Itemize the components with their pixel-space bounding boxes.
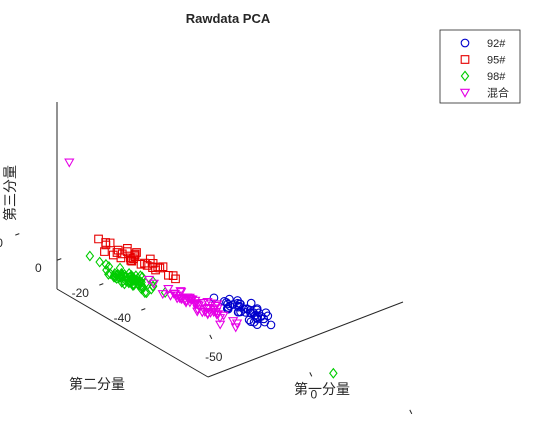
- legend-label: 混合: [487, 86, 509, 100]
- data-point: [109, 269, 119, 281]
- data-point: [164, 270, 173, 280]
- data-point: [116, 253, 126, 263]
- y-tick-mark: [99, 283, 104, 286]
- series-group-0: [209, 293, 276, 330]
- data-point: [127, 256, 137, 266]
- y-axis-line: [56, 288, 209, 378]
- data-point: [231, 319, 243, 329]
- legend-label: 95#: [487, 55, 506, 67]
- data-point: [112, 248, 122, 257]
- data-point: [192, 300, 203, 310]
- x-tick-label: -50: [205, 350, 223, 364]
- chart-title: Rawdata PCA: [186, 11, 271, 26]
- series-group-2: [85, 250, 338, 379]
- y-tick-label: -40: [114, 311, 132, 325]
- data-point: [94, 234, 103, 244]
- data-point: [168, 289, 179, 299]
- data-point: [145, 254, 155, 264]
- data-point: [252, 313, 262, 323]
- data-point: [125, 274, 135, 286]
- data-point: [64, 158, 75, 168]
- axes: [56, 102, 404, 378]
- data-point: [163, 285, 174, 295]
- data-point: [100, 247, 109, 256]
- y-tick-label: 20: [0, 236, 3, 250]
- y-tick-mark: [57, 258, 62, 261]
- data-point: [85, 250, 95, 262]
- data-point: [176, 288, 187, 298]
- data-point: [95, 256, 104, 268]
- data-point: [181, 296, 192, 306]
- data-point: [117, 276, 127, 288]
- data-point: [120, 278, 129, 290]
- legend-marker: [460, 55, 470, 64]
- data-point: [223, 303, 233, 312]
- data-point: [136, 259, 146, 269]
- data-point: [214, 314, 226, 324]
- data-point: [329, 367, 338, 379]
- data-point: [223, 299, 233, 309]
- y-tick-label: -20: [72, 286, 90, 300]
- y-tick-mark: [15, 233, 20, 236]
- data-point: [101, 238, 110, 247]
- x-axis-line: [207, 301, 404, 378]
- data-point: [227, 317, 239, 327]
- legend-marker: [459, 88, 471, 98]
- data-point: [106, 268, 115, 280]
- data-point: [218, 311, 229, 321]
- z-axis-label: 第三分量: [2, 165, 19, 221]
- data-point: [179, 296, 190, 306]
- data-point: [126, 253, 135, 263]
- data-point: [189, 299, 201, 309]
- legend-label: 98#: [487, 71, 506, 83]
- legend-label: 92#: [487, 38, 506, 50]
- data-point: [171, 274, 180, 284]
- markers-group: [64, 158, 338, 379]
- data-point: [242, 304, 251, 314]
- data-point: [260, 317, 270, 327]
- data-point: [208, 308, 219, 318]
- data-point: [182, 293, 193, 303]
- legend-items: 92# 95# 98# 混合: [459, 38, 509, 100]
- data-point: [233, 296, 242, 305]
- x-tick-mark: [409, 409, 413, 415]
- data-point: [114, 272, 124, 284]
- x-tick-label: 0: [310, 387, 317, 401]
- data-point: [137, 279, 146, 291]
- y-tick-mark: [141, 308, 146, 311]
- legend-box: [439, 29, 521, 104]
- data-point: [130, 249, 140, 259]
- series-group-1: [94, 234, 180, 284]
- y-tick-label: 0: [35, 261, 42, 275]
- data-point: [123, 244, 132, 253]
- data-point: [168, 271, 178, 280]
- data-point: [109, 271, 119, 283]
- data-point: [137, 281, 146, 293]
- legend: 92# 95# 98# 混合: [439, 29, 521, 104]
- data-point: [222, 298, 231, 307]
- x-tick-mark: [209, 334, 213, 340]
- x-tick-mark: [309, 372, 313, 377]
- data-point: [104, 268, 113, 280]
- data-point: [252, 320, 262, 330]
- data-point: [121, 275, 131, 287]
- data-point: [148, 279, 160, 289]
- data-point: [148, 263, 157, 272]
- legend-marker: [460, 70, 470, 82]
- data-point: [234, 301, 244, 311]
- legend-marker: [460, 38, 470, 48]
- data-point: [157, 290, 168, 300]
- data-point: [105, 238, 115, 248]
- data-point: [245, 305, 255, 315]
- data-point: [139, 282, 148, 294]
- y-axis-label: 第二分量: [69, 376, 125, 393]
- series-group-3: [64, 158, 243, 333]
- tick-group: -20020406080100-40-2002040-50050: [0, 233, 421, 425]
- x-axis-label: 第一分量: [294, 381, 350, 398]
- data-point: [102, 264, 111, 276]
- data-point: [101, 258, 111, 270]
